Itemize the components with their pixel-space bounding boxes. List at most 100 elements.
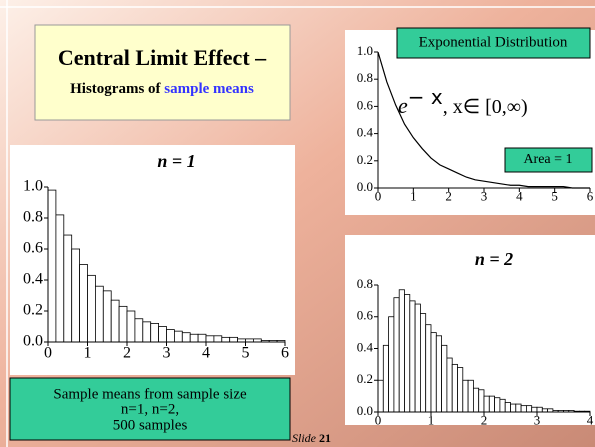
subtitle-prefix: Histograms of [70,81,161,97]
histogram-bar [166,329,175,343]
formula-base: e [398,93,408,118]
formula-exponent: − x [408,85,443,109]
histogram-bar [63,234,73,343]
slide-word: Slide [292,431,317,445]
histogram-bar [377,379,384,413]
x-tick-label: 1 [428,413,435,428]
curve [377,51,590,189]
histogram-bar [404,294,411,413]
chart-title: Exponential Distribution [419,34,568,50]
y-tick-label: 1.0 [23,178,43,195]
histogram-bar [393,297,400,413]
histogram-bar [189,333,199,343]
histogram-bar [499,398,506,413]
formula-domain: , x∈ [0,∞) [443,96,528,118]
histogram-bar [229,336,238,343]
histogram-bar [221,336,231,343]
y-tick-label: 0.4 [357,339,374,354]
slide-number: Slide 21 [292,431,331,445]
x-tick-label: 5 [551,189,558,204]
histogram-bar [419,313,427,413]
x-tick-label: 2 [123,345,131,362]
charts: 0.0 0.2 0.4 0.6 0.8 1.0 0 1 2 3 4 5 6 Exponential Dis… [23,27,594,428]
histogram-bar [526,405,533,413]
histogram-bar [515,403,522,413]
histogram-bar [205,335,215,343]
y-tick-label: 0.2 [357,371,373,386]
histogram-bar [446,357,453,413]
histogram-bar [425,324,432,413]
histogram-bar [55,214,65,343]
histogram-bar [457,367,464,413]
histogram-bar [150,322,159,343]
histogram-bar [382,344,389,413]
histogram-bar [467,379,474,413]
histogram-bar [126,310,136,343]
title-box [396,27,591,59]
x-tick-label: 3 [534,413,541,428]
histogram-bar [520,405,527,413]
x-tick-label: 0 [375,189,382,204]
histogram-bar [181,332,191,343]
panel [345,30,595,215]
chart-title: n = 1 [157,151,195,171]
x-tick-label: 2 [445,189,452,204]
histogram-bar [134,318,144,343]
histogram-bar [409,300,416,413]
y-tick-label: 0.0 [357,403,373,418]
y-tick-label: 0.8 [357,70,373,85]
histogram-bar [213,335,223,343]
formula: e− x, x∈ [0,∞) [398,85,528,119]
histogram-bar [102,290,112,343]
x-tick-label: 1 [410,189,417,204]
histogram-bar [95,285,104,343]
annotation-box [504,147,593,173]
caption-box [9,377,291,441]
histogram-bar [414,303,421,413]
x-tick-label: 5 [242,345,250,362]
histogram-bar [441,344,448,413]
x-tick-label: 6 [281,345,289,362]
histogram-bar [504,402,511,413]
x-tick-label: 1 [84,345,92,362]
slide-title: Central Limit Effect – [58,45,267,70]
x-tick-label: 0 [44,345,52,362]
histogram-bar [435,335,442,413]
y-tick-label: 0.6 [23,240,43,257]
y-tick-label: 0.2 [357,152,373,167]
y-tick-label: 0.0 [23,333,43,350]
x-tick-label: 3 [481,189,488,204]
x-tick-label: 4 [516,189,523,204]
title-box [34,24,291,121]
histogram-bar [451,363,458,413]
subtitle-highlight: sample means [164,81,254,97]
histogram-bar [388,316,395,413]
histogram-bar [483,395,490,413]
slide-subtitle: Histograms of sample means [70,81,254,97]
histogram-bar [494,397,501,413]
x-tick-label: 6 [587,189,594,204]
y-tick-label: 0.2 [23,302,43,319]
histogram-bar [462,379,469,413]
histogram-bar [472,387,480,413]
histogram-bar [478,389,485,413]
y-tick-label: 0.8 [23,209,43,226]
histogram-bar [118,305,128,343]
x-tick-label: 0 [375,413,382,428]
histogram-bar [79,264,88,343]
y-tick-label: 0.8 [357,276,373,291]
histogram-bar [71,248,80,343]
histogram-bar [158,326,167,343]
y-tick-label: 1.0 [357,43,373,58]
caption: 500 samples [113,417,188,433]
y-tick-label: 0.6 [357,308,374,323]
histogram-bar [197,333,207,343]
slide-num: 21 [319,431,331,445]
histogram-bar [110,299,120,343]
histogram-bar [142,321,152,343]
x-tick-label: 3 [163,345,171,362]
y-tick-label: 0.4 [357,125,374,140]
histogram-bar [87,274,96,343]
y-tick-label: 0.4 [23,271,43,288]
